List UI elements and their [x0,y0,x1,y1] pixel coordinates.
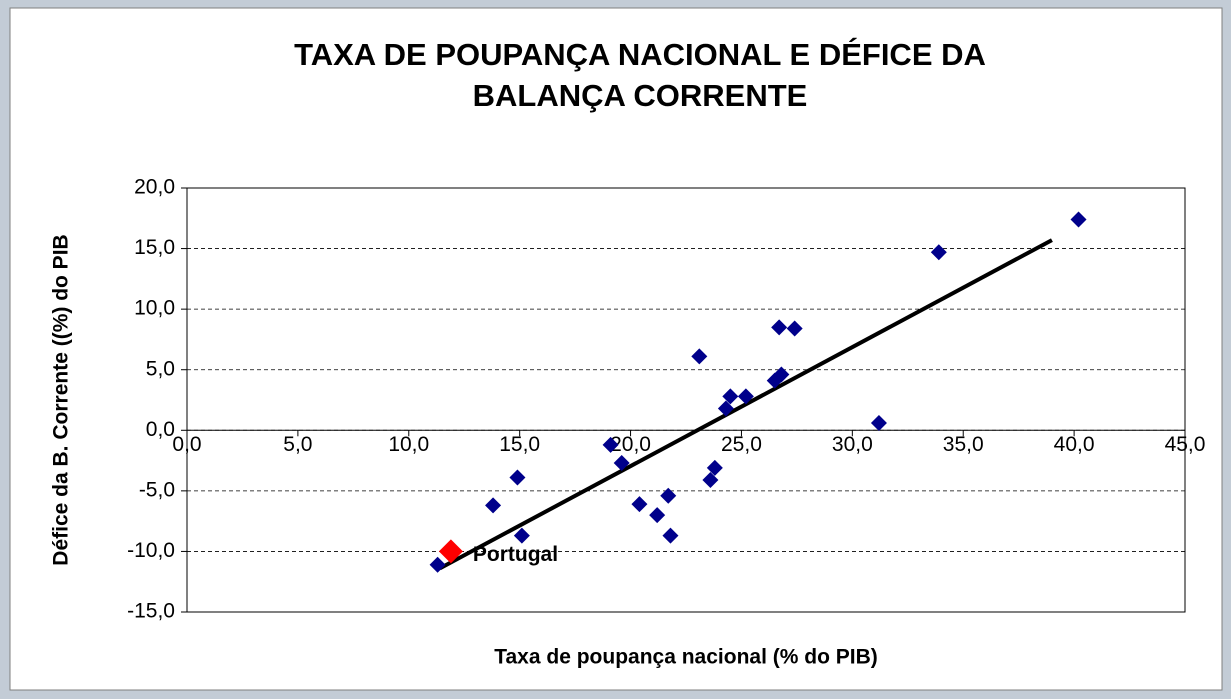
point [1070,211,1087,228]
plot-area [186,187,1186,613]
point [786,320,803,337]
point [438,539,463,564]
point [702,471,719,488]
point [717,400,734,417]
point [771,319,788,336]
y-tick-label: 20,0 [134,176,175,199]
point [602,436,619,453]
y-tick-label: -10,0 [127,539,175,562]
point [930,244,947,261]
y-tick-label: 15,0 [134,236,175,259]
point [613,454,630,471]
x-tick-label: 5,0 [283,433,312,456]
point [870,415,887,432]
x-tick-label: 40,0 [1054,433,1095,456]
x-tick-label: 30,0 [832,433,873,456]
chart-panel [9,7,1223,691]
point [660,487,677,504]
y-tick-label: -15,0 [127,600,175,623]
x-tick-label: 15,0 [499,433,540,456]
x-tick-label: 0,0 [172,433,201,456]
y-tick-label: 5,0 [146,357,175,380]
point [485,497,502,514]
x-tick-label: 35,0 [943,433,984,456]
point [513,527,530,544]
annotation: Portugal [473,543,558,566]
chart-title: TAXA DE POUPANÇA NACIONAL E DÉFICE DA [294,37,986,72]
x-tick-label: 20,0 [610,433,651,456]
y-axis-title: Défice da B. Corrente ((%) do PIB [50,234,73,565]
point [509,469,526,486]
y-tick-label: -5,0 [139,478,175,501]
point [691,348,708,365]
y-tick-label: 10,0 [134,297,175,320]
x-tick-label: 45,0 [1165,433,1206,456]
point [649,507,666,524]
y-tick-label: 0,0 [146,418,175,441]
chart-title: BALANÇA CORRENTE [473,78,808,113]
x-axis-title: Taxa de poupança nacional (% do PIB) [494,646,878,669]
point [722,388,739,405]
point [631,496,648,513]
point [766,372,783,389]
x-tick-label: 25,0 [721,433,762,456]
x-tick-label: 10,0 [388,433,429,456]
point [662,527,679,544]
point [737,388,754,405]
point [706,459,723,476]
point [429,556,446,573]
